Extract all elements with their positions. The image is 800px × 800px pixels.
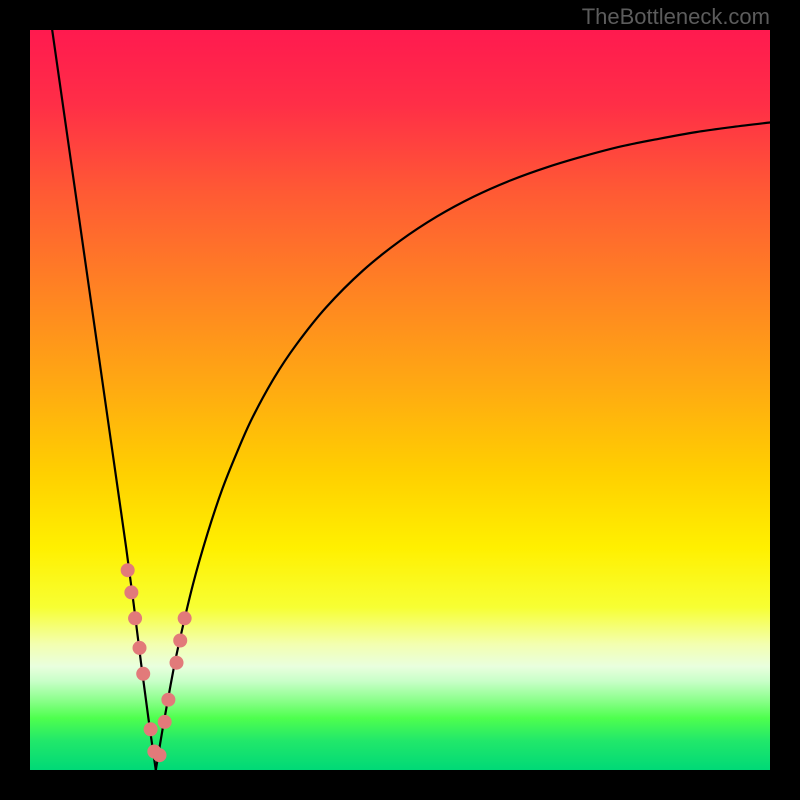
data-marker	[153, 749, 166, 762]
plot-area	[30, 30, 770, 770]
data-marker	[144, 723, 157, 736]
data-marker	[158, 715, 171, 728]
chart-svg	[30, 30, 770, 770]
data-marker	[125, 586, 138, 599]
data-marker	[121, 564, 134, 577]
data-marker	[129, 612, 142, 625]
chart-frame: TheBottleneck.com	[0, 0, 800, 800]
watermark-text: TheBottleneck.com	[582, 4, 770, 30]
data-marker	[133, 641, 146, 654]
data-marker	[178, 612, 191, 625]
data-marker	[174, 634, 187, 647]
data-marker	[170, 656, 183, 669]
data-marker	[162, 693, 175, 706]
data-marker	[137, 667, 150, 680]
